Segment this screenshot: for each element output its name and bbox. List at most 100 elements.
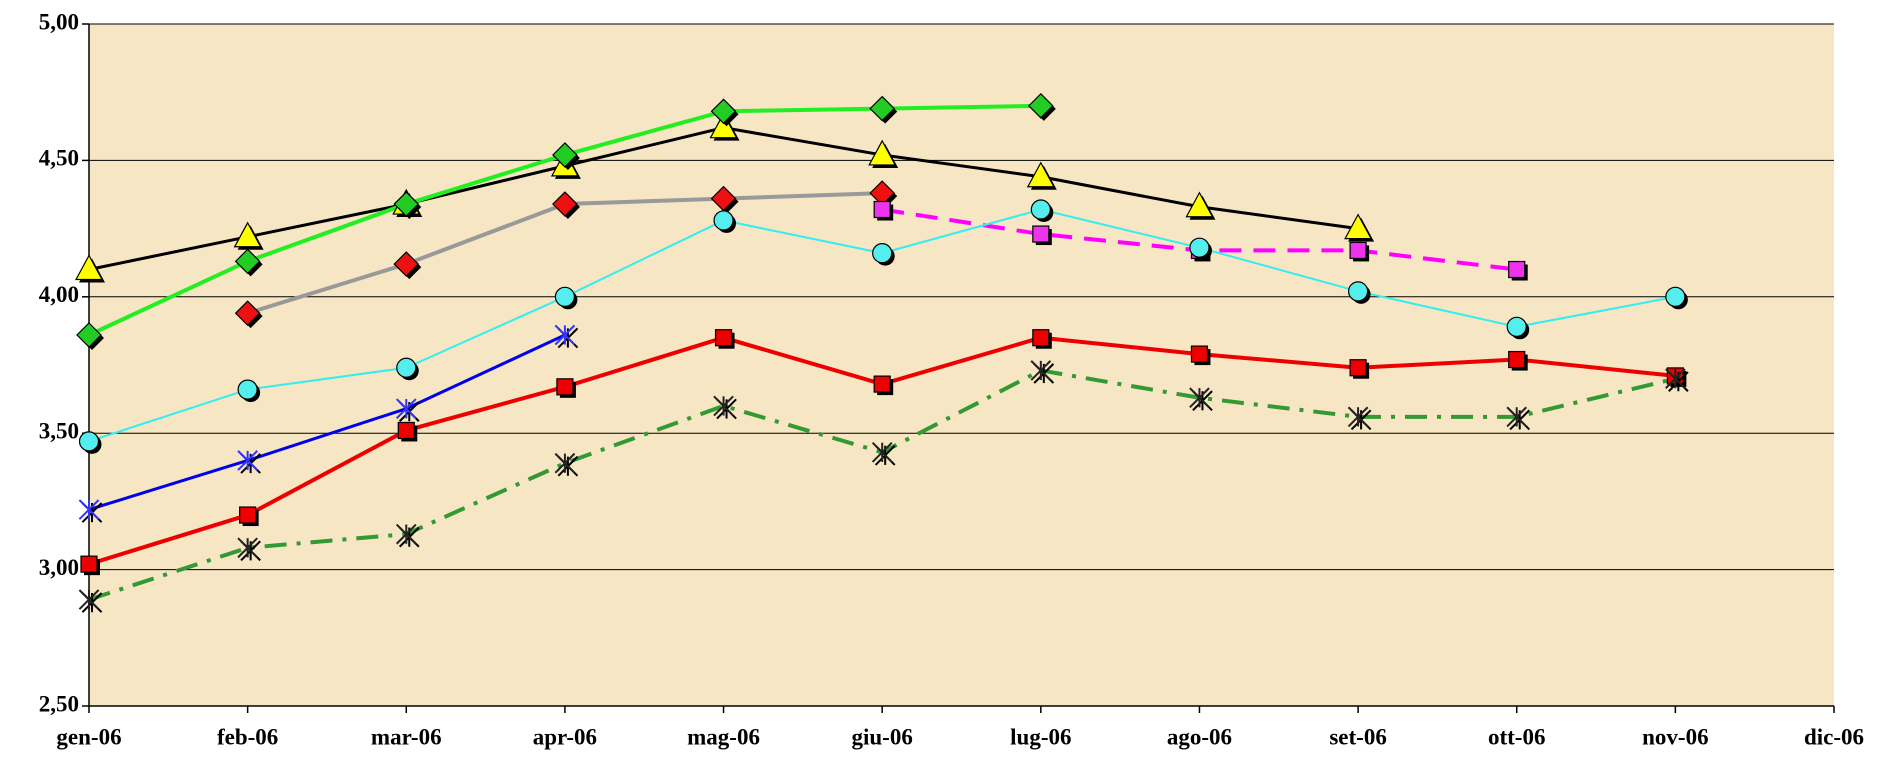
data-marker xyxy=(395,398,420,422)
marker-shape xyxy=(237,379,258,400)
marker-shape xyxy=(872,243,893,264)
data-marker xyxy=(873,200,894,221)
marker-shape xyxy=(234,300,261,327)
marker-shape xyxy=(1185,191,1214,218)
data-marker xyxy=(1032,329,1052,349)
data-marker xyxy=(78,589,103,613)
data-marker xyxy=(713,395,737,420)
data-marker xyxy=(1347,281,1371,304)
x-tick-label: set-06 xyxy=(1329,724,1386,749)
marker-shape xyxy=(1189,237,1210,258)
x-tick-label: gen-06 xyxy=(56,724,121,749)
marker-shape xyxy=(1026,161,1055,188)
data-marker xyxy=(1030,199,1054,223)
data-marker xyxy=(1349,359,1370,379)
data-marker xyxy=(1506,406,1531,431)
data-marker xyxy=(1349,241,1370,262)
data-marker xyxy=(873,375,894,396)
marker-shape xyxy=(713,210,734,231)
data-marker xyxy=(80,555,100,576)
data-marker xyxy=(1344,213,1375,242)
x-tick-label: lug-06 xyxy=(1010,724,1071,749)
marker-shape xyxy=(556,378,574,396)
y-tick-label: 2,50 xyxy=(39,691,79,716)
marker-shape xyxy=(1349,241,1367,260)
data-marker xyxy=(1347,406,1372,431)
marker-shape xyxy=(74,254,104,281)
marker-shape xyxy=(1508,350,1526,369)
data-marker xyxy=(556,378,576,398)
marker-shape xyxy=(710,98,737,125)
marker-shape xyxy=(1349,359,1367,377)
marker-shape xyxy=(1190,345,1209,363)
marker-shape xyxy=(1027,92,1054,119)
data-marker xyxy=(714,329,735,349)
marker-shape xyxy=(552,191,578,217)
data-marker xyxy=(233,221,264,250)
data-marker xyxy=(1189,237,1212,261)
data-marker xyxy=(710,98,739,127)
marker-shape xyxy=(396,357,417,378)
x-tick-label: apr-06 xyxy=(533,724,597,749)
marker-shape xyxy=(552,142,578,168)
y-tick-label: 5,00 xyxy=(39,9,79,34)
data-marker xyxy=(868,139,899,168)
x-tick-label: mag-06 xyxy=(687,724,760,749)
data-marker xyxy=(78,431,102,454)
data-marker xyxy=(709,112,740,141)
data-marker xyxy=(552,142,580,170)
data-marker xyxy=(1508,260,1528,281)
marker-shape xyxy=(869,95,896,122)
data-marker xyxy=(1026,161,1057,190)
data-marker xyxy=(74,254,105,283)
marker-shape xyxy=(1347,281,1369,302)
marker-shape xyxy=(397,421,415,440)
y-tick-label: 4,00 xyxy=(39,282,79,307)
data-marker xyxy=(78,499,103,523)
marker-shape xyxy=(234,248,261,275)
data-marker xyxy=(871,441,896,466)
data-marker xyxy=(1189,387,1213,412)
y-tick-label: 4,50 xyxy=(39,146,79,171)
marker-shape xyxy=(868,139,897,166)
x-tick-label: feb-06 xyxy=(217,724,278,749)
marker-shape xyxy=(1032,225,1050,243)
data-marker xyxy=(713,210,737,233)
marker-shape xyxy=(1344,213,1373,240)
data-marker xyxy=(1185,191,1216,220)
data-marker xyxy=(1030,360,1055,384)
data-marker xyxy=(554,324,579,349)
data-marker xyxy=(239,506,259,527)
marker-shape xyxy=(1665,286,1686,307)
y-tick-label: 3,50 xyxy=(39,418,79,443)
marker-shape xyxy=(1032,329,1050,347)
data-marker xyxy=(869,95,898,124)
marker-shape xyxy=(80,555,98,573)
data-marker xyxy=(237,537,261,562)
data-marker xyxy=(872,243,895,266)
marker-shape xyxy=(1508,260,1526,279)
y-tick-label: 3,00 xyxy=(39,555,79,580)
data-marker xyxy=(1506,316,1530,340)
plot-area xyxy=(89,24,1834,706)
data-marker xyxy=(397,421,418,442)
marker-shape xyxy=(709,112,738,139)
data-marker xyxy=(1032,225,1052,246)
data-marker xyxy=(395,523,420,548)
data-marker xyxy=(237,379,261,403)
marker-shape xyxy=(393,251,420,277)
marker-shape xyxy=(873,375,891,393)
data-marker xyxy=(1665,286,1688,310)
x-tick-label: mar-06 xyxy=(371,724,442,749)
marker-shape xyxy=(1506,316,1527,337)
marker-shape xyxy=(393,191,420,217)
data-marker xyxy=(1027,92,1056,121)
data-marker xyxy=(393,251,422,280)
marker-shape xyxy=(1030,199,1051,220)
data-marker xyxy=(552,191,580,220)
data-marker xyxy=(1508,350,1528,371)
marker-shape xyxy=(239,506,257,524)
marker-shape xyxy=(78,431,100,452)
marker-shape xyxy=(714,329,733,347)
